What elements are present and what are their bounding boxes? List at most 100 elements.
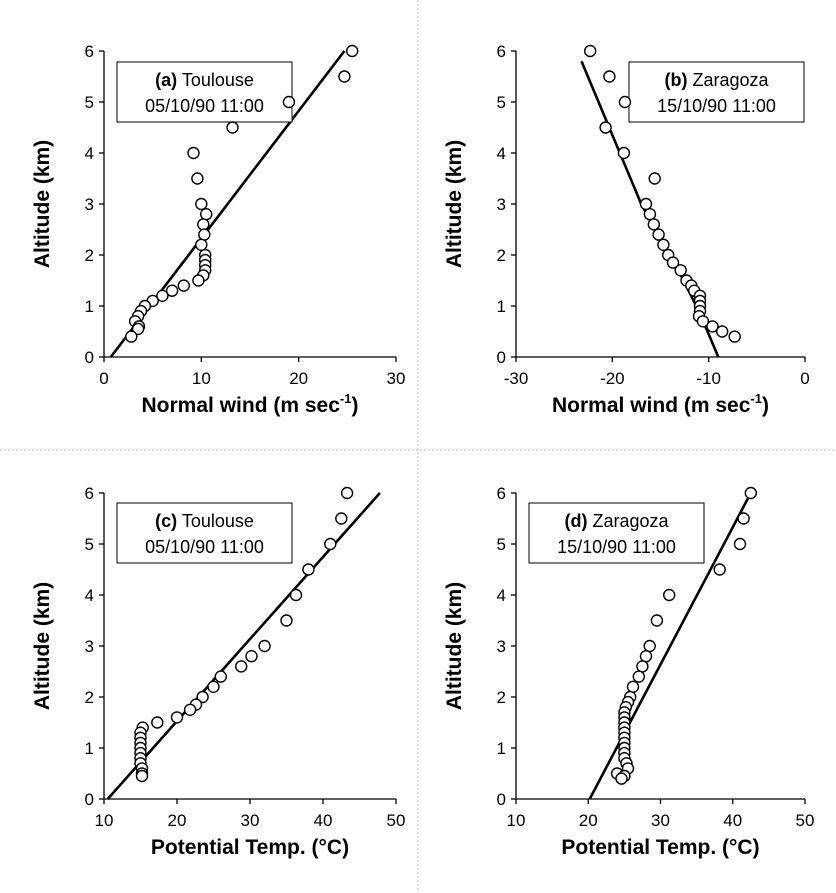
data-point (258, 639, 271, 653)
legend-station: Toulouse (182, 511, 254, 531)
y-axis-label: Altitude (km) (31, 140, 54, 268)
data-point (639, 650, 653, 663)
x-tick-label: 20 (168, 811, 187, 830)
y-tick-label: 0 (85, 790, 94, 809)
y-tick-label: 3 (497, 195, 506, 214)
chart-panel-3: 0 1 2 3 4 5 6 10 20 30 40 50 Altitude (km) Potential … (31, 484, 405, 859)
data-point (618, 95, 632, 109)
data-point (657, 238, 670, 252)
x-axis-label-superscript: -1 (750, 391, 762, 406)
y-tick-label: 0 (497, 790, 506, 809)
legend-datetime: 05/10/90 11:00 (145, 537, 264, 557)
data-point (245, 650, 258, 663)
y-tick-label: 6 (497, 42, 506, 61)
legend-box (116, 61, 293, 123)
data-point (177, 279, 191, 292)
y-tick-label: 6 (85, 42, 94, 61)
legend-title: (b) Zaragoza (664, 70, 769, 90)
legend-datetime: 05/10/90 11:00 (145, 96, 264, 116)
chart-panel-4: 0 1 2 3 4 5 6 10 20 30 40 50 Altitude (km) Potential … (443, 484, 814, 859)
legend-box (528, 502, 705, 564)
x-tick-label: 10 (507, 811, 526, 830)
y-tick-label: 6 (497, 484, 506, 503)
data-point (617, 146, 631, 160)
legend-panel-id: (c) (155, 511, 177, 531)
data-point (652, 228, 665, 241)
data-point (214, 670, 228, 683)
data-point (187, 146, 200, 160)
data-point (728, 330, 741, 343)
data-point (335, 512, 348, 525)
legend-station: Zaragoza (592, 511, 669, 531)
data-point (131, 322, 145, 336)
data-point (338, 70, 351, 83)
y-tick-label: 5 (497, 93, 506, 112)
y-axis-label: Altitude (km) (31, 582, 54, 710)
x-axis-label: Potential Temp. (°C) (151, 836, 349, 859)
data-point (650, 614, 664, 627)
legend-box (628, 61, 805, 123)
chart-panel-1: 0 1 2 3 4 5 6 0 10 20 30 Altitude (km) Normal wind (… (31, 42, 405, 417)
data-point (636, 660, 649, 673)
data-point (744, 486, 757, 500)
y-tick-label: 5 (497, 535, 506, 554)
x-axis-label-main: Potential Temp. (°C) (151, 836, 349, 859)
x-axis-label-main: Normal wind (m sec (552, 394, 751, 417)
x-axis-label: Normal wind (m sec-1) (142, 391, 359, 417)
y-tick-label: 5 (85, 535, 94, 554)
data-point (324, 537, 337, 551)
data-point (733, 537, 747, 551)
data-point (666, 256, 680, 269)
data-point (234, 660, 248, 673)
x-tick-label: 0 (99, 369, 108, 388)
x-tick-label: 40 (723, 811, 742, 830)
data-point (183, 703, 197, 716)
y-tick-label: 3 (497, 637, 506, 656)
x-tick-label: 10 (95, 811, 114, 830)
data-point (125, 330, 138, 343)
legend-station: Zaragoza (692, 70, 769, 90)
data-point (340, 486, 354, 500)
y-tick-label: 2 (497, 688, 506, 707)
y-tick-label: 0 (85, 348, 94, 367)
data-point (647, 218, 660, 231)
data-point (191, 172, 204, 185)
data-point (713, 563, 726, 576)
data-point (195, 238, 208, 252)
data-point (639, 197, 653, 211)
x-axis-label-main: Potential Temp. (°C) (561, 836, 759, 859)
data-point (197, 218, 210, 231)
x-tick-label: 0 (800, 369, 809, 388)
data-point (599, 121, 612, 134)
data-point (165, 284, 179, 297)
data-point (648, 172, 661, 185)
x-tick-label: 30 (387, 369, 406, 388)
data-point (156, 289, 169, 302)
fit-line (588, 492, 752, 800)
data-point (282, 95, 296, 109)
x-tick-label: -10 (696, 369, 721, 388)
data-point (674, 264, 687, 277)
data-point (192, 274, 205, 287)
x-tick-label: -30 (504, 369, 529, 388)
data-point (706, 320, 719, 333)
data-point (737, 512, 750, 525)
data-point (346, 44, 359, 58)
data-point (643, 207, 657, 221)
y-tick-label: 6 (85, 484, 94, 503)
legend-panel-id: (a) (155, 70, 177, 90)
y-tick-label: 3 (85, 195, 94, 214)
data-point (226, 121, 239, 134)
y-tick-label: 5 (85, 93, 94, 112)
data-point (643, 639, 656, 653)
x-tick-label: 50 (387, 811, 406, 830)
y-tick-label: 4 (85, 586, 94, 605)
y-tick-label: 2 (497, 246, 506, 265)
y-tick-label: 4 (497, 586, 506, 605)
y-tick-label: 2 (85, 246, 94, 265)
y-tick-label: 1 (497, 297, 506, 316)
y-tick-label: 1 (85, 297, 94, 316)
y-tick-label: 4 (85, 144, 94, 163)
chart-panel-2: 0 1 2 3 4 5 6 -30 -20 -10 0 Altitude (km) Normal win… (443, 42, 810, 417)
x-axis-label-close: ) (351, 394, 358, 417)
